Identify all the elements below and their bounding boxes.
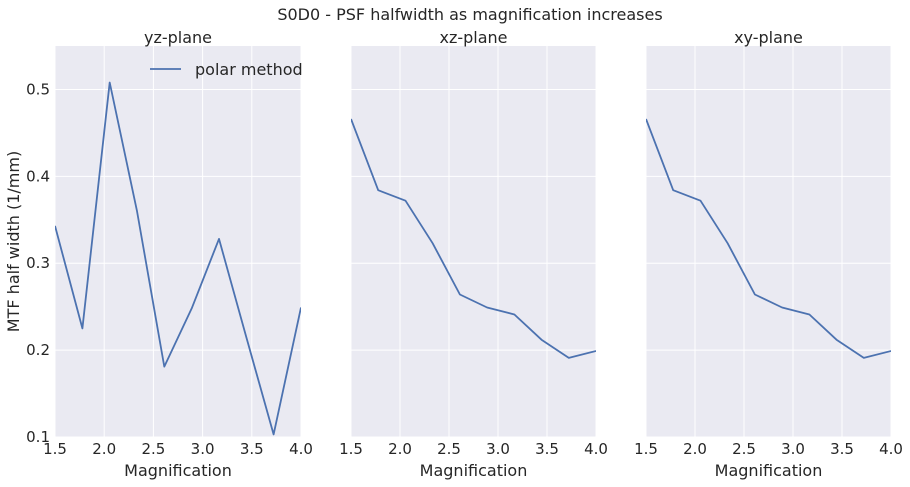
panel-2: 1.5 2.0 2.5 3.0 3.5 4.0 xz-plane Magnification — [339, 28, 608, 480]
legend-entry: polar method — [195, 60, 303, 79]
plot-area — [55, 46, 301, 437]
panel-title: yz-plane — [144, 28, 212, 47]
x-axis-label: Magnification — [124, 461, 232, 480]
panel-title: xy-plane — [734, 28, 803, 47]
x-tick-label: 3.5 — [240, 440, 264, 458]
x-tick-label: 3.0 — [781, 440, 805, 458]
series-line — [646, 118, 891, 359]
x-tick-label: 2.0 — [388, 440, 412, 458]
x-tick-label: 3.0 — [486, 440, 510, 458]
x-tick-label: 3.5 — [830, 440, 854, 458]
panels: 1.5 2.0 2.5 3.0 3.5 4.0 0.1 0.2 0.3 0.4 0.5 yz-plan… — [4, 28, 903, 480]
y-tick-label: 0.2 — [26, 341, 50, 359]
y-tick-label: 0.1 — [26, 428, 50, 446]
x-tick-label: 2.5 — [732, 440, 756, 458]
plot-area — [646, 46, 891, 437]
x-tick-label: 2.0 — [683, 440, 707, 458]
x-tick-label: 4.0 — [584, 440, 608, 458]
series-line — [55, 81, 301, 436]
x-tick-label: 3.5 — [535, 440, 559, 458]
plot-area — [351, 46, 596, 437]
panel-3: 1.5 2.0 2.5 3.0 3.5 4.0 xy-plane Magnification — [634, 28, 903, 480]
x-tick-label: 1.5 — [339, 440, 363, 458]
x-tick-label: 3.0 — [191, 440, 215, 458]
x-tick-label: 1.5 — [43, 440, 67, 458]
figure-title: S0D0 - PSF halfwidth as magnification in… — [277, 5, 662, 24]
y-tick-label: 0.3 — [26, 254, 50, 272]
x-axis-label: Magnification — [715, 461, 823, 480]
series-line — [351, 118, 596, 359]
y-tick-label: 0.4 — [26, 167, 50, 185]
x-tick-label: 2.0 — [92, 440, 116, 458]
y-axis-label: MTF half width (1/mm) — [4, 151, 23, 332]
x-tick-label: 2.5 — [141, 440, 165, 458]
x-tick-label: 4.0 — [289, 440, 313, 458]
panel-title: xz-plane — [439, 28, 507, 47]
panel-1: 1.5 2.0 2.5 3.0 3.5 4.0 0.1 0.2 0.3 0.4 0.5 yz-plan… — [4, 28, 313, 480]
x-tick-label: 2.5 — [437, 440, 461, 458]
x-axis-label: Magnification — [420, 461, 528, 480]
y-tick-label: 0.5 — [26, 80, 50, 98]
x-tick-label: 4.0 — [879, 440, 903, 458]
x-tick-label: 1.5 — [634, 440, 658, 458]
